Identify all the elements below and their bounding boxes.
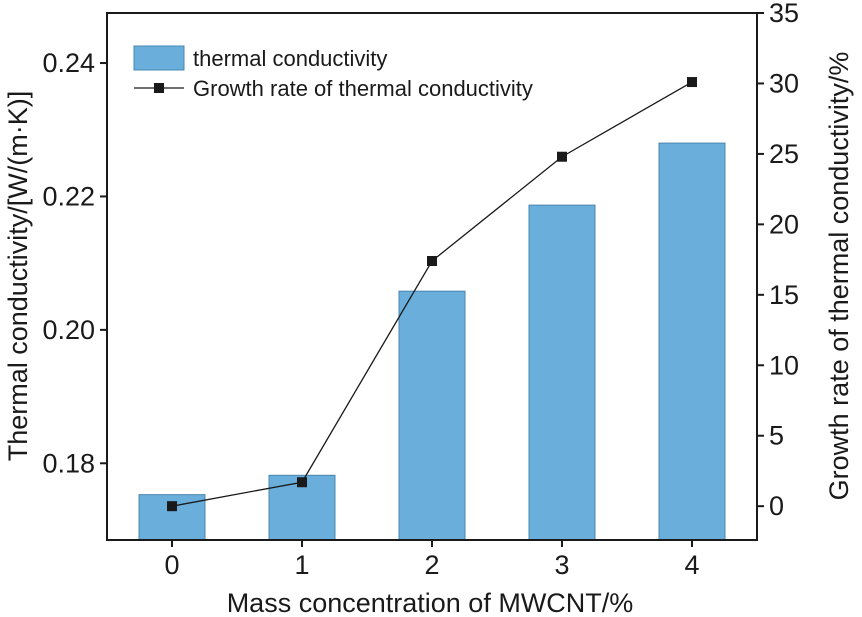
bar-2 (398, 290, 466, 541)
y2-tick-label: 20 (769, 209, 799, 239)
x-tick-label: 0 (164, 550, 179, 580)
bars-layer (138, 142, 726, 541)
legend-bar-swatch (133, 45, 185, 71)
growth-line-layer (167, 77, 697, 512)
y-tick-label: 0.18 (42, 448, 95, 478)
legend-line-marker (154, 83, 164, 93)
y-axis-title: Thermal conductivity/[W/(m·K)] (3, 91, 33, 462)
y-axis-right: 0 5 10 15 20 25 30 35 (757, 0, 799, 521)
y2-tick-label: 15 (769, 280, 799, 310)
bar-3 (528, 204, 596, 541)
growth-point-3 (557, 151, 567, 162)
y-tick-label: 0.24 (42, 48, 95, 78)
growth-point-2 (427, 256, 437, 266)
x-tick-label: 4 (684, 550, 699, 580)
y-axis-left: 0.18 0.20 0.22 0.24 (42, 48, 107, 478)
growth-point-4 (687, 77, 697, 88)
x-tick-label: 1 (294, 550, 309, 580)
y2-tick-label: 10 (769, 350, 799, 380)
y-tick-label: 0.22 (42, 181, 95, 211)
legend-line-label: Growth rate of thermal conductivity (193, 76, 533, 101)
y2-axis-title: Growth rate of thermal conductivity/% (824, 52, 854, 501)
growth-point-0 (167, 501, 177, 512)
y2-tick-label: 0 (769, 491, 784, 521)
y-tick-label: 0.20 (42, 315, 95, 345)
y2-tick-label: 25 (769, 139, 799, 169)
y2-tick-label: 35 (769, 0, 799, 28)
legend-bar-label: thermal conductivity (193, 46, 387, 71)
x-axis-title: Mass concentration of MWCNT/% (227, 588, 634, 617)
legend: thermal conductivity Growth rate of ther… (133, 45, 533, 101)
x-tick-label: 3 (554, 550, 569, 580)
growth-point-1 (297, 477, 307, 488)
y2-tick-label: 5 (769, 421, 784, 451)
x-tick-label: 2 (424, 550, 439, 580)
x-axis: 0 1 2 3 4 (164, 540, 700, 580)
y2-tick-label: 30 (769, 68, 799, 98)
bar-4 (658, 142, 726, 541)
